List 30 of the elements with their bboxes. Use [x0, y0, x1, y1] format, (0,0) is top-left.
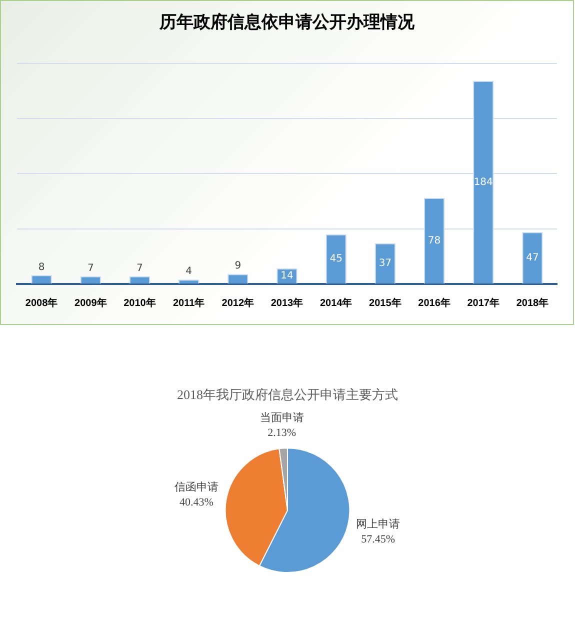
data-label: 14	[280, 270, 294, 282]
x-tick-label: 2014年	[320, 296, 352, 309]
data-label: 184	[474, 176, 493, 188]
x-tick-label: 2008年	[25, 296, 58, 309]
x-tick-label: 2017年	[467, 296, 500, 309]
data-label: 2.13%	[268, 427, 296, 440]
x-tick-label: 2015年	[369, 296, 402, 309]
data-label: 40.43%	[179, 496, 214, 508]
x-tick-label: 2012年	[222, 296, 254, 309]
data-label: 45	[330, 254, 342, 265]
x-tick-label: 2011年	[172, 296, 205, 309]
data-label: 78	[428, 235, 441, 246]
data-label: 4	[186, 266, 192, 278]
data-label: 37	[378, 258, 392, 269]
slice-label: 当面申请	[260, 411, 304, 424]
data-label: 7	[87, 262, 94, 274]
x-tick-label: 2013年	[270, 296, 304, 309]
data-label: 7	[136, 262, 143, 274]
data-label: 8	[38, 262, 45, 273]
data-label: 9	[234, 260, 242, 272]
data-label: 47	[526, 252, 539, 264]
data-label: 57.45%	[361, 533, 396, 546]
chart-title: 2018年我厅政府信息公开申请主要方式	[177, 387, 398, 402]
x-tick-label: 2010年	[124, 296, 156, 309]
slice-label: 信函申请	[174, 480, 218, 494]
x-tick-label: 2016年	[418, 296, 450, 309]
x-tick-label: 2009年	[74, 296, 107, 309]
chart-title: 历年政府信息依申请公开办理情况	[158, 12, 416, 32]
slice-label: 网上申请	[356, 517, 400, 530]
x-tick-label: 2018年	[516, 296, 549, 309]
